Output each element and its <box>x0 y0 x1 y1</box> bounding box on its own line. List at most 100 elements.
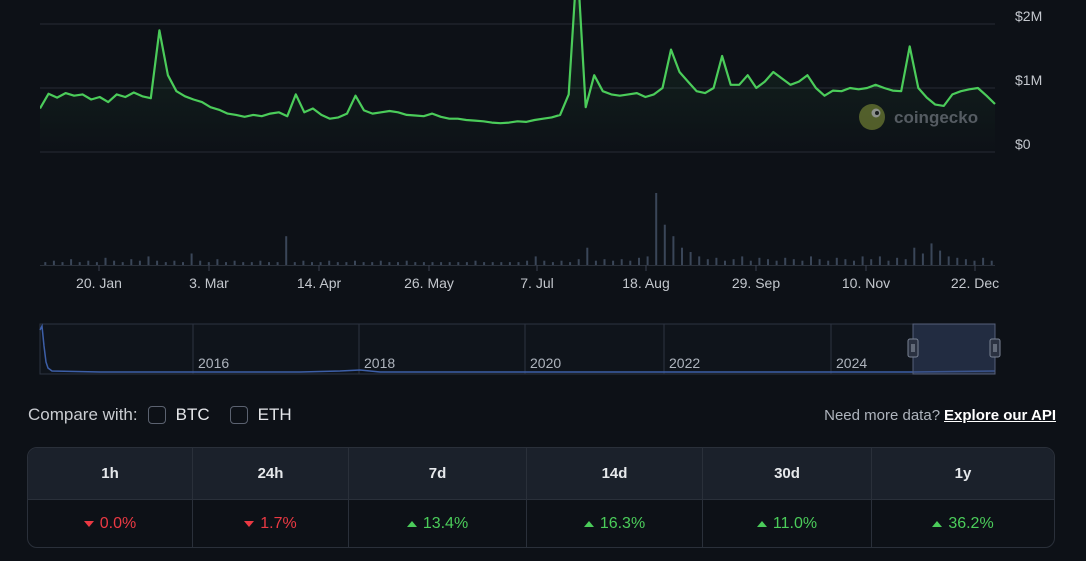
volume-bar <box>190 253 193 265</box>
navigator-year-label: 2016 <box>198 355 229 371</box>
compare-btc-checkbox[interactable]: BTC <box>147 405 210 425</box>
volume-bar <box>904 259 907 265</box>
volume-bar <box>182 262 184 265</box>
volume-bar <box>448 262 451 265</box>
volume-bar <box>207 262 210 265</box>
volume-bar <box>646 256 649 265</box>
x-axis: 20. Jan 3. Mar 14. Apr 26. May 7. Jul 18. Aug… <box>76 265 999 291</box>
volume-bar <box>242 262 245 265</box>
volume-bar <box>173 260 176 265</box>
volume-bar <box>414 262 417 265</box>
volume-bar <box>474 260 477 265</box>
navigator-year-label: 2024 <box>836 355 867 371</box>
perf-col-24h: 24h 1.7% <box>193 448 349 547</box>
perf-period: 1h <box>28 448 192 500</box>
perf-value: 36.2% <box>872 500 1054 547</box>
price-area <box>40 0 995 152</box>
performance-table: 1h 0.0% 24h 1.7% 7d 13.4% 14d 16.3% 30d … <box>27 447 1055 548</box>
y-tick-label: $2M <box>1015 8 1042 24</box>
volume-bar <box>61 262 64 265</box>
compare-eth-checkbox[interactable]: ETH <box>229 405 292 425</box>
range-navigator[interactable]: 2016 2018 2020 2022 2024 <box>0 318 1086 378</box>
volume-bar <box>827 260 830 265</box>
volume-bar <box>302 260 305 265</box>
volume-bar <box>431 262 434 265</box>
volume-bar <box>268 262 270 265</box>
volume-bar <box>397 262 399 265</box>
volume-bar <box>440 262 443 265</box>
volume-bar <box>973 260 976 265</box>
navigator-year-label: 2018 <box>364 355 395 371</box>
volume-bar <box>577 259 580 265</box>
volume-bar <box>784 257 787 265</box>
perf-period: 24h <box>193 448 348 500</box>
y-axis-labels: $2M $1M $0 <box>1015 8 1042 152</box>
volume-bar <box>293 262 296 265</box>
volume-bar <box>672 236 675 265</box>
volume-bar <box>887 260 890 265</box>
volume-bar <box>526 260 529 265</box>
x-tick-label: 20. Jan <box>76 275 122 291</box>
navigator-track <box>39 323 996 375</box>
volume-bar <box>216 259 219 265</box>
x-tick-label: 14. Apr <box>297 275 342 291</box>
volume-bar <box>629 260 632 265</box>
volume-bar <box>147 256 150 265</box>
price-line <box>40 0 996 125</box>
checkbox-box[interactable] <box>229 406 248 424</box>
volume-bar <box>767 259 769 265</box>
volume-bar <box>465 262 468 265</box>
perf-col-1h: 1h 0.0% <box>28 448 193 547</box>
compare-btc-label: BTC <box>175 405 210 424</box>
x-tick-label: 22. Dec <box>951 275 999 291</box>
volume-bar <box>328 260 331 265</box>
price-chart[interactable]: $2M $1M $0 20. Jan 3. Mar 14. Apr 26. May 7. J… <box>0 0 1086 300</box>
volume-bar <box>285 236 288 265</box>
volume-bar <box>835 257 838 265</box>
navigator-handle-left[interactable] <box>907 338 919 358</box>
navigator-handle-right[interactable] <box>989 338 1001 358</box>
volume-bar <box>500 262 503 265</box>
checkbox-box[interactable] <box>147 406 166 424</box>
caret-up-icon <box>406 520 417 527</box>
volume-bar <box>870 259 873 265</box>
perf-col-7d: 7d 13.4% <box>349 448 527 547</box>
volume-bar <box>354 260 356 265</box>
volume-bar <box>638 257 640 265</box>
volume-bar <box>586 247 589 265</box>
volume-bar <box>896 257 899 265</box>
volume-bar <box>250 262 253 265</box>
api-note: Need more data? <box>824 406 941 424</box>
y-tick-label: $1M <box>1015 72 1042 88</box>
navigator-selection[interactable] <box>912 323 996 375</box>
volume-bar <box>681 247 683 265</box>
volume-bar <box>749 260 752 265</box>
caret-down-icon <box>244 520 255 527</box>
volume-bar <box>336 262 339 265</box>
volume-bar <box>715 257 718 265</box>
volume-bar <box>947 256 950 265</box>
volume-bar <box>818 259 821 265</box>
perf-value: 0.0% <box>28 500 192 547</box>
volume-bar <box>156 260 159 265</box>
volume-bar <box>483 262 486 265</box>
volume-bar <box>78 262 81 265</box>
volume-bar <box>113 260 116 265</box>
perf-period: 7d <box>349 448 526 500</box>
volume-bar <box>70 259 73 265</box>
volume-bar <box>956 257 959 265</box>
watermark-text: coingecko <box>894 108 978 127</box>
volume-bar <box>990 260 993 265</box>
perf-col-30d: 30d 11.0% <box>703 448 872 547</box>
volume-bar <box>52 260 55 265</box>
perf-value: 11.0% <box>703 500 871 547</box>
explore-api-link[interactable]: Explore our API <box>944 406 1056 424</box>
volume-bar <box>319 262 322 265</box>
volume-bar <box>534 256 537 265</box>
volume-bar <box>921 253 924 265</box>
volume-bar <box>311 262 313 265</box>
navigator-year-label: 2020 <box>530 355 561 371</box>
volume-bar <box>698 256 701 265</box>
volume-bar <box>663 224 666 265</box>
x-tick-label: 18. Aug <box>622 275 670 291</box>
